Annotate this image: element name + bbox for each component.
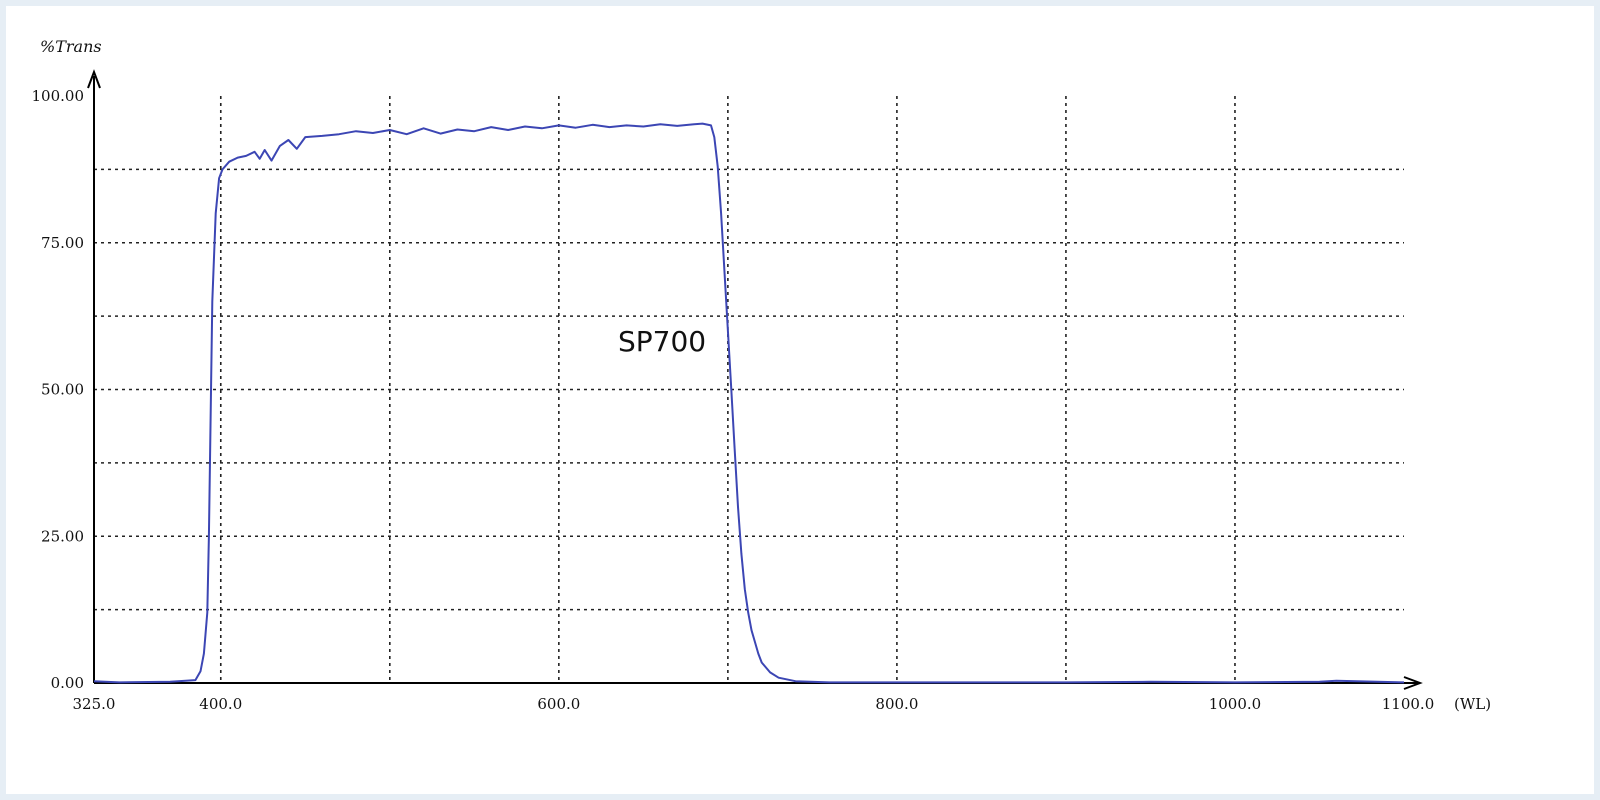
x-tick-label: 1000.0: [1209, 695, 1262, 713]
y-axis-arrow: [87, 69, 101, 89]
y-tick-label: 25.00: [41, 527, 84, 545]
y-axis-title: %Trans: [40, 37, 102, 56]
transmission-chart: 0.00 25.00 50.00 75.00 100.00 325.0 400.0 600.0…: [32, 37, 1492, 713]
axes: [87, 69, 1423, 690]
x-tick-label: 400.0: [199, 695, 242, 713]
x-tick-label: 600.0: [537, 695, 580, 713]
series-line-transmission: [93, 122, 1405, 684]
y-tick-label: 100.00: [32, 87, 85, 105]
y-tick-label: 0.00: [51, 674, 84, 692]
x-axis-arrow: [1403, 676, 1423, 690]
y-tick-label: 50.00: [41, 381, 84, 399]
y-tick-label: 75.00: [41, 234, 84, 252]
x-tick-label: 325.0: [73, 695, 116, 713]
series-layer: [93, 122, 1405, 684]
grid-lines: [94, 96, 1404, 683]
x-tick-label: 800.0: [875, 695, 918, 713]
tick-labels: 0.00 25.00 50.00 75.00 100.00 325.0 400.0 600.0…: [32, 87, 1435, 713]
x-axis-title: (WL): [1454, 695, 1491, 713]
annotation-sp700: SP700: [618, 325, 706, 358]
chart-panel: 0.00 25.00 50.00 75.00 100.00 325.0 400.0 600.0…: [6, 6, 1594, 794]
x-tick-label: 1100.0: [1382, 695, 1435, 713]
